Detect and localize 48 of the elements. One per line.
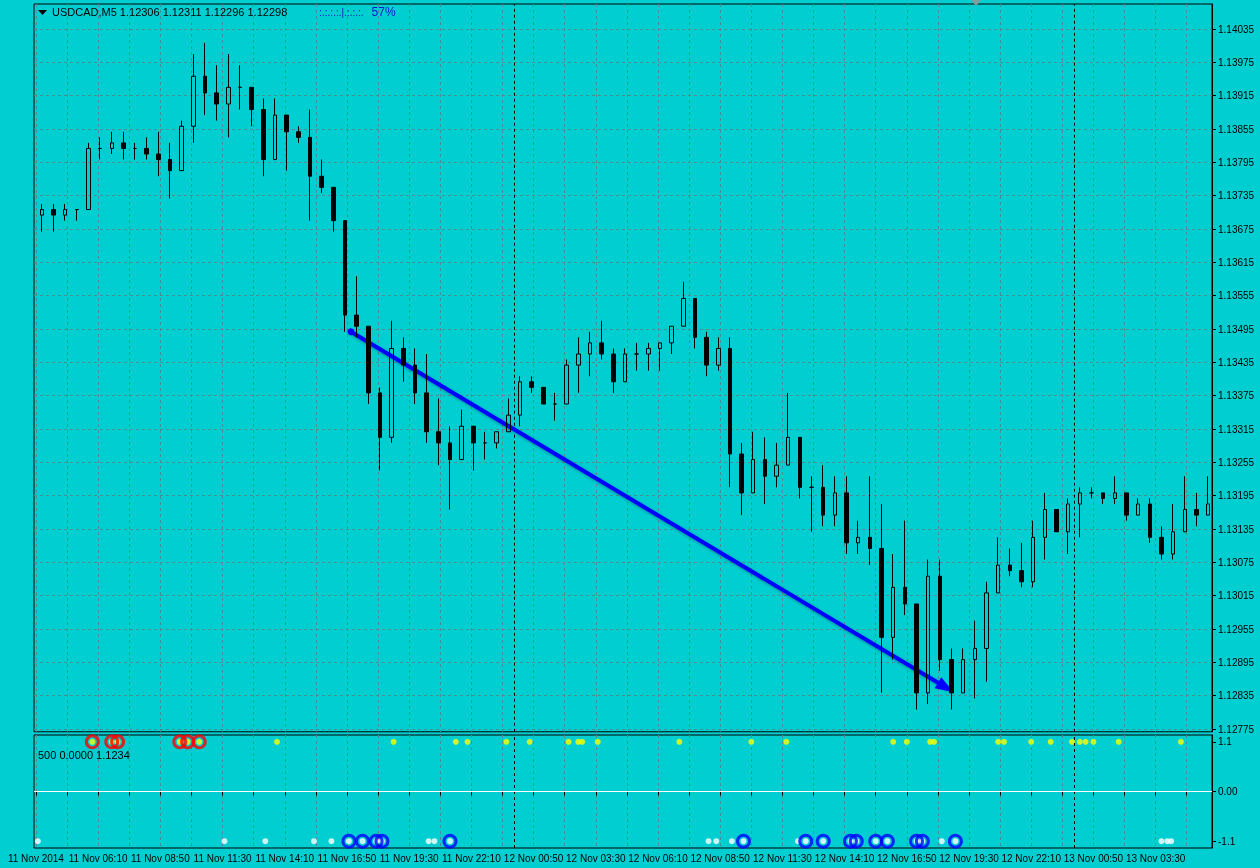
- x-tick-label: 12 Nov 11:30: [753, 852, 813, 864]
- y-tick-label: 1.12775: [1218, 723, 1255, 735]
- x-tick-label: 12 Nov 06:10: [628, 852, 689, 864]
- x-tick-label: 13 Nov 03:30: [1125, 852, 1186, 864]
- x-tick-label: 11 Nov 08:50: [130, 852, 191, 864]
- y-tick-label: 1.13855: [1218, 123, 1255, 135]
- y-tick-label: 1.13015: [1218, 590, 1255, 602]
- y-tick-label: 1.12895: [1218, 656, 1255, 668]
- y-tick-label: 1.13975: [1218, 56, 1255, 68]
- x-tick-label: 12 Nov 16:50: [877, 852, 937, 864]
- y-tick-label: 1.13615: [1218, 256, 1255, 268]
- x-tick-label: 11 Nov 06:10: [68, 852, 128, 864]
- y-tick-label: 1.13195: [1218, 490, 1255, 502]
- x-tick-label: 12 Nov 00:50: [503, 852, 564, 864]
- y-tick-label: 1.13435: [1218, 356, 1255, 368]
- text: 500 0.0000 1.1234: [38, 749, 130, 762]
- x-tick-label: 12 Nov 22:10: [1001, 852, 1062, 864]
- annotation: 57%: [371, 5, 396, 19]
- x-tick-label: 11 Nov 2014: [7, 852, 65, 864]
- x-tick-label: 13 Nov 00:50: [1063, 852, 1124, 864]
- x-tick-label: 11 Nov 14:10: [255, 852, 315, 864]
- y-tick-label: 1.13795: [1218, 156, 1255, 168]
- y-tick-label: 1.13075: [1218, 556, 1255, 568]
- x-tick-label: 11 Nov 16:50: [317, 852, 377, 864]
- y-tick-label: 0.00: [1218, 786, 1238, 797]
- y-tick-label: 1.13675: [1218, 223, 1255, 235]
- y-tick-label: 1.13255: [1218, 456, 1255, 468]
- y-tick-label: 1.14035: [1218, 23, 1255, 35]
- x-tick-label: 12 Nov 14:10: [814, 852, 875, 864]
- y-tick-label: 1.12835: [1218, 690, 1255, 702]
- y-tick-label: -1.1: [1218, 835, 1236, 847]
- y-tick-label: 1.12955: [1218, 623, 1255, 635]
- y-tick-label: 1.13735: [1218, 190, 1255, 202]
- chart-title: USDCAD,M5 1.12306 1.12311 1.12296 1.12298: [52, 6, 288, 19]
- x-tick-label: 11 Nov 22:10: [442, 852, 502, 864]
- y-tick-label: 1.13915: [1218, 90, 1255, 102]
- x-tick-label: 12 Nov 19:30: [939, 852, 1000, 864]
- y-tick-label: 1.13495: [1218, 323, 1255, 335]
- y-tick-label: 1.13375: [1218, 390, 1255, 402]
- y-tick-label: 1.13555: [1218, 290, 1255, 302]
- x-tick-label: 11 Nov 11:30: [193, 852, 252, 864]
- x-tick-label: 12 Nov 08:50: [690, 852, 751, 864]
- y-tick-label: 1.13135: [1218, 523, 1255, 535]
- y-tick-label: 1.13315: [1218, 423, 1255, 435]
- x-tick-label: 11 Nov 19:30: [379, 852, 439, 864]
- x-tick-label: 12 Nov 03:30: [566, 852, 626, 864]
- y-tick-label: 1.1: [1218, 736, 1233, 748]
- annotation: :.:.:.:.|.:.:.:.: [319, 6, 364, 19]
